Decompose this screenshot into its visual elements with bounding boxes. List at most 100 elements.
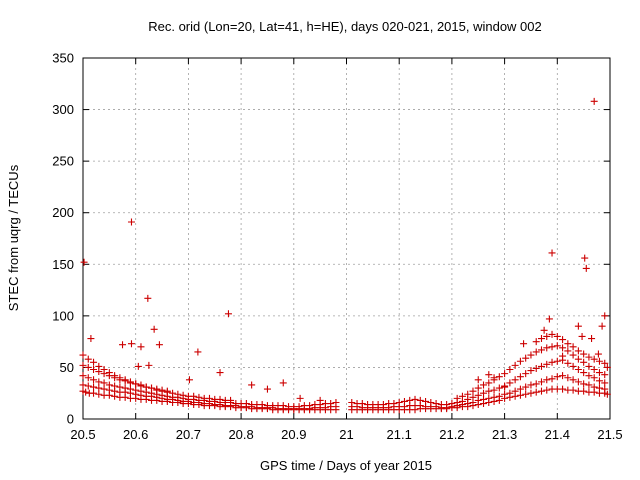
data-point	[595, 369, 603, 377]
data-point	[158, 386, 166, 394]
data-point	[87, 335, 95, 343]
data-point	[559, 372, 567, 380]
data-point	[564, 374, 572, 382]
data-point	[116, 383, 124, 391]
data-point	[150, 325, 158, 333]
data-point	[527, 389, 535, 397]
data-point	[132, 380, 140, 388]
data-point	[582, 264, 590, 272]
data-point	[522, 354, 530, 362]
data-point	[543, 332, 551, 340]
data-point	[580, 358, 588, 366]
data-point	[532, 338, 540, 346]
data-point	[480, 395, 488, 403]
data-point	[95, 378, 103, 386]
data-point	[595, 384, 603, 392]
data-point	[595, 357, 603, 365]
data-point	[90, 358, 98, 366]
x-tick-label: 20.6	[123, 427, 148, 442]
data-point	[224, 310, 232, 318]
data-point	[406, 396, 414, 404]
x-tick-label: 20.5	[70, 427, 95, 442]
data-point	[559, 344, 567, 352]
data-point	[522, 383, 530, 391]
data-point	[242, 400, 250, 408]
data-point	[474, 384, 482, 392]
data-point	[432, 400, 440, 408]
data-point	[569, 376, 577, 384]
data-point	[469, 393, 477, 401]
data-point	[464, 390, 472, 398]
data-point	[527, 351, 535, 359]
data-point	[537, 346, 545, 354]
data-point	[427, 398, 435, 406]
x-tick-labels: 20.5 20.6 20.7 20.8 20.9 21 21.1 21.2 21.3 21.4 21…	[70, 427, 622, 442]
data-point	[522, 390, 530, 398]
data-point	[601, 385, 609, 393]
data-point	[495, 373, 503, 381]
data-point	[553, 373, 561, 381]
data-point	[559, 352, 567, 360]
data-point	[548, 249, 556, 257]
data-point	[511, 361, 519, 369]
data-point	[490, 374, 498, 382]
data-point	[116, 374, 124, 382]
data-point	[216, 369, 224, 377]
data-point	[306, 402, 314, 410]
data-point	[495, 384, 503, 392]
data-point	[601, 379, 609, 387]
y-tick-label: 350	[52, 51, 74, 66]
data-point	[511, 376, 519, 384]
data-point	[316, 396, 324, 404]
x-tick-label: 21.2	[439, 427, 464, 442]
data-point	[105, 381, 113, 389]
x-tick-label: 21.3	[492, 427, 517, 442]
data-point	[474, 391, 482, 399]
data-point	[84, 374, 92, 382]
data-point	[443, 401, 451, 409]
data-point	[485, 394, 493, 402]
data-point	[144, 294, 152, 302]
data-point	[332, 398, 340, 406]
data-point	[564, 347, 572, 355]
x-tick-label: 21	[339, 427, 353, 442]
data-point	[559, 385, 567, 393]
data-point	[543, 386, 551, 394]
data-point	[537, 335, 545, 343]
data-point	[585, 362, 593, 370]
data-point	[216, 395, 224, 403]
data-point	[532, 364, 540, 372]
y-axis-title: STEC from uqrg / TECUs	[6, 164, 21, 311]
data-point	[574, 365, 582, 373]
data-point	[495, 392, 503, 400]
x-tick-label: 20.9	[281, 427, 306, 442]
data-point	[585, 381, 593, 389]
data-point	[248, 381, 256, 389]
y-tick-label: 100	[52, 308, 74, 323]
data-point	[548, 343, 556, 351]
data-point	[580, 380, 588, 388]
data-point	[127, 340, 135, 348]
data-point	[145, 361, 153, 369]
data-point	[543, 360, 551, 368]
data-point	[516, 357, 524, 365]
data-point	[553, 342, 561, 350]
data-point	[296, 394, 304, 402]
data-point	[532, 348, 540, 356]
data-point	[506, 389, 514, 397]
data-point	[469, 387, 477, 395]
data-point	[95, 362, 103, 370]
data-points	[79, 97, 611, 414]
data-point	[485, 379, 493, 387]
x-tick-label: 21.4	[545, 427, 570, 442]
data-point	[559, 336, 567, 344]
data-point	[588, 335, 596, 343]
data-point	[594, 350, 602, 358]
y-tick-label: 50	[60, 360, 74, 375]
data-point	[127, 218, 135, 226]
data-point	[90, 389, 98, 397]
data-point	[548, 358, 556, 366]
data-point	[279, 402, 287, 410]
data-point	[263, 385, 271, 393]
